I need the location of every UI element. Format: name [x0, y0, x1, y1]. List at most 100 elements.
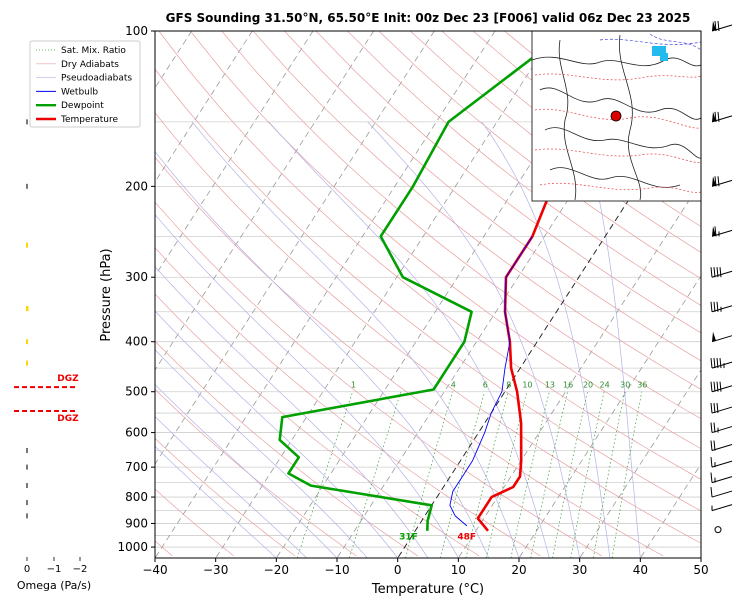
wind-barb-flag	[713, 422, 716, 433]
mixing-ratio-line	[296, 391, 354, 558]
pseudoadiabat	[155, 266, 429, 558]
wind-barb-flag	[716, 403, 719, 414]
omega-bar	[26, 183, 28, 189]
wind-barb	[710, 472, 733, 484]
legend-label: Pseudoadiabats	[61, 74, 132, 84]
dry-adiabat	[284, 31, 701, 362]
x-axis-label: Temperature (°C)	[371, 582, 484, 597]
wind-barb	[710, 358, 733, 369]
wind-barb	[711, 20, 733, 32]
y-tick-label: 600	[125, 426, 148, 440]
dry-adiabat	[409, 31, 701, 253]
isotherm-line	[215, 31, 557, 558]
wind-barb-flag	[719, 381, 722, 392]
wind-barb-staff	[711, 490, 733, 498]
legend-label: Wetbulb	[61, 87, 98, 97]
wind-barb-flag	[710, 440, 713, 451]
wind-barb-flag	[716, 381, 719, 392]
omega-axis-label: Omega (Pa/s)	[17, 579, 91, 592]
wind-barb-flag	[717, 20, 720, 32]
mixing-ratio-line	[465, 391, 509, 558]
x-tick-label: 20	[511, 563, 526, 577]
wind-barb	[711, 331, 733, 343]
isotherm-line	[155, 31, 496, 558]
omega-bar	[26, 500, 28, 506]
zero-isotherm	[397, 86, 701, 558]
dry-adiabat	[155, 156, 664, 557]
y-tick-label: 100	[125, 24, 148, 38]
pseudoadiabat	[155, 151, 490, 558]
sounding-profiles	[278, 31, 701, 532]
wind-barb	[710, 267, 733, 278]
wind-barb-flag	[710, 358, 713, 369]
wind-barb-flag	[717, 111, 720, 122]
y-tick-label: 800	[125, 490, 148, 504]
mixing-ratio-line	[485, 391, 528, 558]
wind-barb-flag	[714, 176, 717, 187]
mixing-ratio-line	[439, 391, 485, 558]
x-tick-label: 50	[693, 563, 708, 577]
mixing-ratio-label: 8	[506, 380, 511, 389]
omega-bar	[26, 513, 28, 519]
pseudoadiabat	[155, 213, 459, 558]
wind-barb-flag	[710, 301, 713, 312]
wind-barb-calm	[714, 526, 722, 534]
dry-adiabat	[155, 68, 701, 512]
dry-adiabat	[221, 31, 701, 420]
legend-label: Dry Adiabats	[61, 60, 119, 70]
wind-barb-flag	[719, 267, 722, 278]
dry-adiabat	[155, 488, 234, 557]
omega-bar	[26, 448, 28, 454]
omega-bar	[26, 483, 28, 489]
mixing-ratio-line	[510, 391, 550, 558]
isotherm-line	[155, 31, 375, 371]
dgz-label: DGZ	[57, 374, 79, 384]
wind-barbs	[710, 20, 733, 534]
wind-barb-flag	[716, 301, 719, 312]
x-tick-label: −10	[324, 563, 349, 577]
chart-title: GFS Sounding 31.50°N, 65.50°E Init: 00z …	[166, 11, 691, 25]
wind-barb-pennant	[712, 176, 716, 187]
omega-bar	[26, 464, 28, 470]
wind-barb-pennant	[712, 226, 716, 237]
mixing-ratio-label: 30	[620, 380, 630, 389]
wind-barb-flag	[710, 381, 713, 392]
wind-barb-pennant	[712, 111, 716, 122]
mixing-ratio-label: 16	[563, 380, 573, 389]
wind-barb-flag	[710, 472, 713, 483]
dry-adiabat	[347, 31, 701, 306]
wind-barb	[711, 504, 733, 512]
background-grid	[155, 31, 701, 558]
wind-barb	[710, 440, 733, 451]
x-tick-label: 30	[572, 563, 587, 577]
series-wetbulb	[449, 236, 533, 527]
dry-adiabat	[190, 31, 701, 450]
pseudoadiabat	[155, 416, 307, 558]
omega-tick-label: −1	[47, 564, 62, 575]
wind-barb	[710, 301, 733, 313]
y-tick-label: 300	[125, 270, 148, 284]
y-tick-label: 1000	[117, 540, 148, 554]
omega-bar	[26, 306, 29, 312]
isotherm-line	[155, 31, 435, 465]
wind-barb-flag	[713, 440, 716, 451]
y-axis-label: Pressure (hPa)	[99, 248, 114, 341]
wind-barb	[711, 176, 733, 187]
wind-barb-flag	[716, 267, 719, 278]
wind-barb	[711, 226, 733, 237]
pseudoadiabat	[268, 121, 550, 558]
omega-bar	[26, 360, 28, 366]
x-tick-label: −40	[142, 563, 167, 577]
wind-barb-flag	[714, 111, 717, 122]
mixing-ratio-label: 6	[483, 380, 488, 389]
dry-adiabat	[155, 388, 357, 557]
isotherm-line	[518, 275, 701, 558]
axes: −40 −30 −20 −10 0 10 20 30 40 50 100 200 300 400 500 60…	[117, 24, 708, 577]
pseudoadiabat	[481, 121, 611, 558]
plot-frame	[154, 30, 702, 559]
wind-barb-pennant	[712, 331, 716, 342]
pseudoadiabat	[155, 349, 368, 558]
wind-barb-pennant	[712, 21, 716, 31]
x-tick-label: −30	[203, 563, 228, 577]
